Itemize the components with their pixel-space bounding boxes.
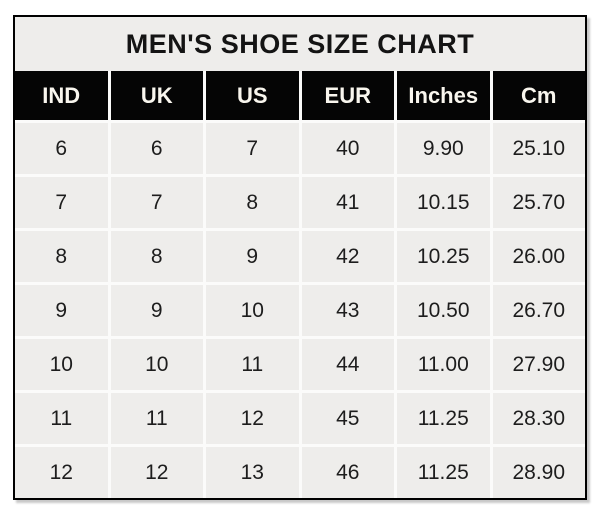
table-row: 6 6 7 40 9.90 25.10 <box>15 123 585 174</box>
table-cell: 10 <box>206 285 299 336</box>
table-cell: 10 <box>15 339 108 390</box>
table-row: 8 8 9 42 10.25 26.00 <box>15 231 585 282</box>
table-cell: 6 <box>15 123 108 174</box>
column-header-cm: Cm <box>492 71 585 120</box>
table-cell: 10.25 <box>397 231 490 282</box>
table-cell: 25.10 <box>492 123 585 174</box>
table-cell: 45 <box>301 393 394 444</box>
table-cell: 12 <box>15 447 108 498</box>
table-cell: 40 <box>301 123 394 174</box>
table-cell: 28.90 <box>492 447 585 498</box>
table-cell: 46 <box>301 447 394 498</box>
table-cell: 11 <box>206 339 299 390</box>
table-row: 12 12 13 46 11.25 28.90 <box>15 447 585 498</box>
table-cell: 11.25 <box>397 447 490 498</box>
table-cell: 6 <box>110 123 203 174</box>
column-header-eur: EUR <box>301 71 394 120</box>
table-row: 9 9 10 43 10.50 26.70 <box>15 285 585 336</box>
table-cell: 44 <box>301 339 394 390</box>
column-header-uk: UK <box>110 71 203 120</box>
table-cell: 41 <box>301 177 394 228</box>
table-cell: 12 <box>206 393 299 444</box>
table-row: 11 11 12 45 11.25 28.30 <box>15 393 585 444</box>
table-cell: 42 <box>301 231 394 282</box>
table-cell: 9 <box>206 231 299 282</box>
table-cell: 8 <box>110 231 203 282</box>
table-cell: 11.25 <box>397 393 490 444</box>
table-cell: 13 <box>206 447 299 498</box>
chart-title: MEN'S SHOE SIZE CHART <box>15 17 585 71</box>
column-header-ind: IND <box>15 71 108 120</box>
column-header-us: US <box>206 71 299 120</box>
table-cell: 25.70 <box>492 177 585 228</box>
table-cell: 8 <box>15 231 108 282</box>
table-cell: 9.90 <box>397 123 490 174</box>
table-cell: 9 <box>15 285 108 336</box>
table-row: 10 10 11 44 11.00 27.90 <box>15 339 585 390</box>
table-cell: 26.70 <box>492 285 585 336</box>
table-cell: 28.30 <box>492 393 585 444</box>
table-cell: 9 <box>110 285 203 336</box>
table-cell: 10.50 <box>397 285 490 336</box>
table-cell: 7 <box>206 123 299 174</box>
table-cell: 12 <box>110 447 203 498</box>
table-cell: 8 <box>206 177 299 228</box>
shoe-size-chart: MEN'S SHOE SIZE CHART IND UK US EUR Inch… <box>13 15 587 500</box>
table-header-row: IND UK US EUR Inches Cm <box>15 71 585 120</box>
table-cell: 7 <box>110 177 203 228</box>
table-cell: 26.00 <box>492 231 585 282</box>
table-cell: 27.90 <box>492 339 585 390</box>
table-cell: 7 <box>15 177 108 228</box>
table-row: 7 7 8 41 10.15 25.70 <box>15 177 585 228</box>
table-cell: 11 <box>15 393 108 444</box>
table-cell: 10 <box>110 339 203 390</box>
column-header-inches: Inches <box>397 71 490 120</box>
table-cell: 11.00 <box>397 339 490 390</box>
table-cell: 11 <box>110 393 203 444</box>
table-cell: 10.15 <box>397 177 490 228</box>
table-cell: 43 <box>301 285 394 336</box>
